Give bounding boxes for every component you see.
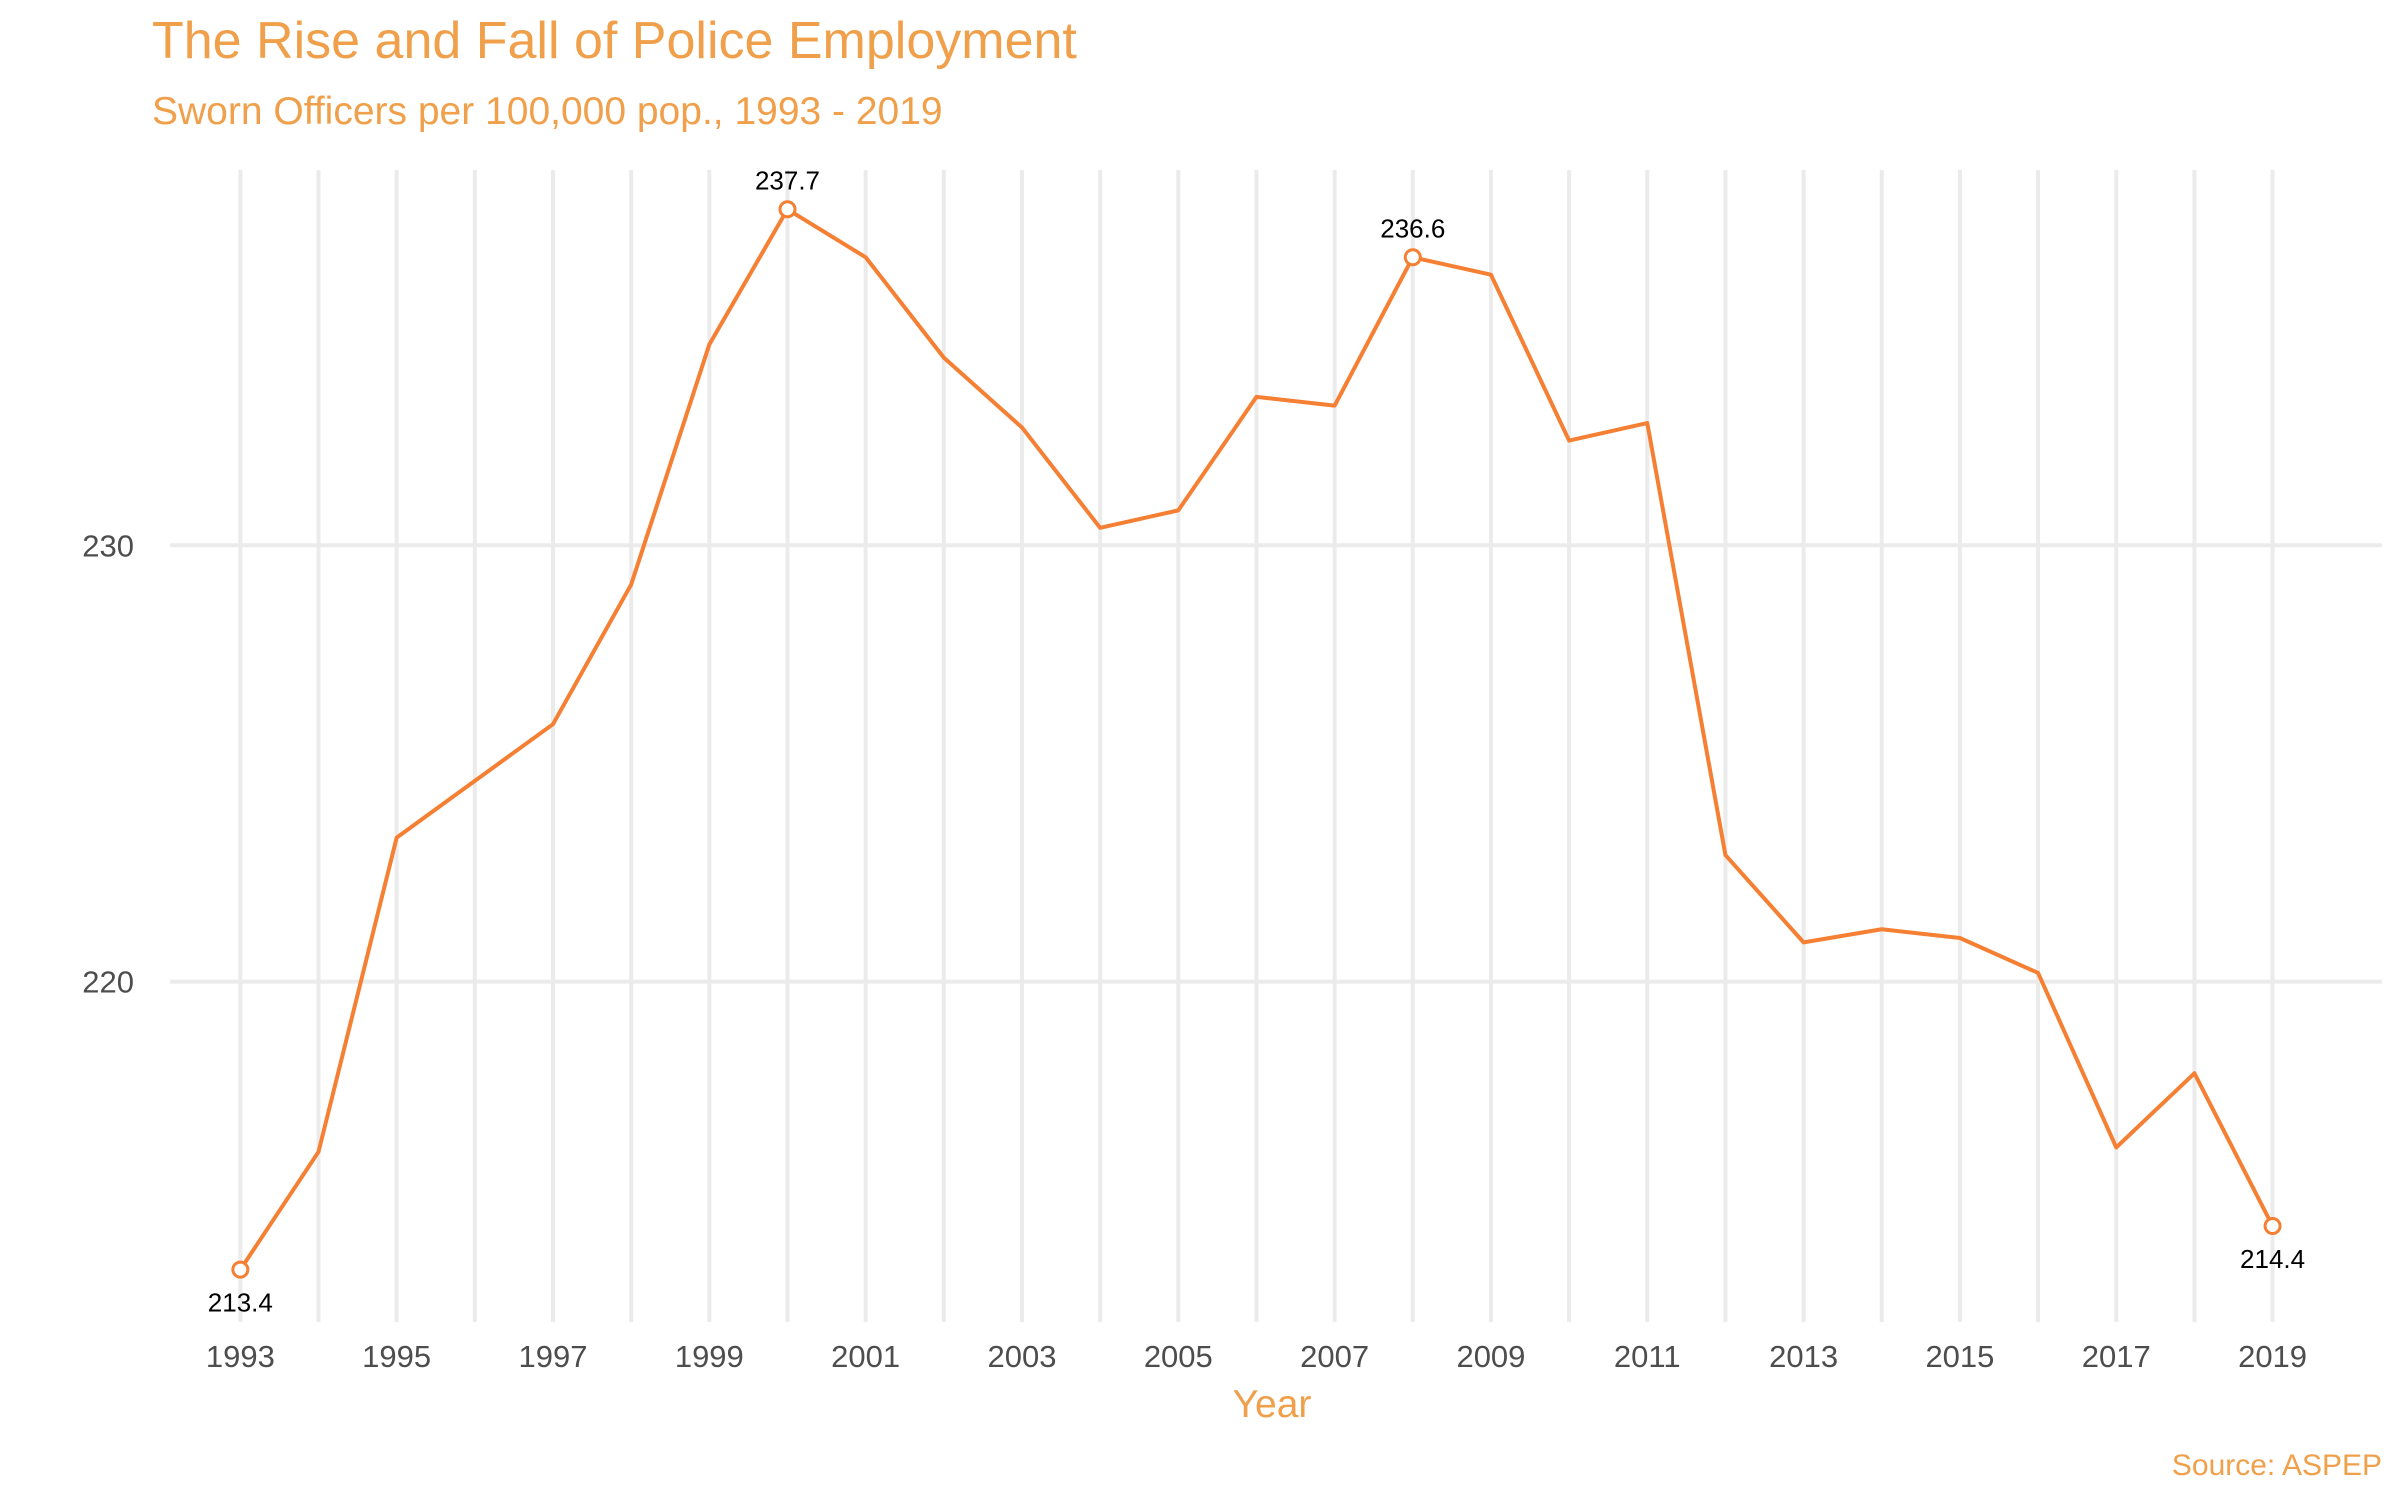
x-tick-label: 2019 bbox=[2238, 1339, 2307, 1374]
x-tick-label: 1995 bbox=[362, 1339, 431, 1374]
labeled-points bbox=[231, 200, 2282, 1279]
chart-subtitle: Sworn Officers per 100,000 pop., 1993 - … bbox=[152, 90, 943, 133]
x-tick-label: 2017 bbox=[2082, 1339, 2151, 1374]
plot-grid bbox=[170, 170, 2382, 1322]
data-label: 237.7 bbox=[755, 165, 820, 195]
x-axis-title: Year bbox=[1233, 1383, 1312, 1426]
x-tick-label: 2001 bbox=[831, 1339, 900, 1374]
y-tick-label: 230 bbox=[82, 528, 134, 563]
highlight-point bbox=[1403, 248, 1422, 267]
axis-ticks: 220 230 1993 1995 1997 1999 2001 2003 2005 2007 20… bbox=[82, 528, 2307, 1374]
highlight-point bbox=[2263, 1217, 2282, 1235]
series-line bbox=[238, 207, 2275, 1272]
chart-title: The Rise and Fall of Police Employment bbox=[152, 12, 1077, 70]
x-tick-label: 1997 bbox=[519, 1339, 588, 1374]
x-tick-label: 1999 bbox=[675, 1339, 744, 1374]
data-label: 213.4 bbox=[208, 1288, 273, 1318]
data-labels: 213.4 237.7 236.6 214.4 bbox=[208, 165, 2305, 1317]
plot-series bbox=[238, 207, 2275, 1272]
x-tick-label: 2015 bbox=[1925, 1339, 1994, 1374]
highlight-point bbox=[778, 200, 797, 219]
x-tick-label: 2003 bbox=[987, 1339, 1056, 1374]
x-tick-label: 2007 bbox=[1300, 1339, 1369, 1374]
data-label: 214.4 bbox=[2240, 1244, 2305, 1274]
y-tick-label: 220 bbox=[82, 965, 134, 1000]
x-tick-label: 2013 bbox=[1769, 1339, 1838, 1374]
data-label: 236.6 bbox=[1380, 213, 1445, 243]
x-tick-label: 2011 bbox=[1614, 1339, 1681, 1374]
highlight-point bbox=[231, 1260, 250, 1279]
x-tick-label: 2009 bbox=[1456, 1339, 1525, 1374]
x-tick-label: 2005 bbox=[1144, 1339, 1213, 1374]
chart-caption: Source: ASPEP bbox=[2172, 1449, 2382, 1482]
x-tick-label: 1993 bbox=[206, 1339, 275, 1374]
